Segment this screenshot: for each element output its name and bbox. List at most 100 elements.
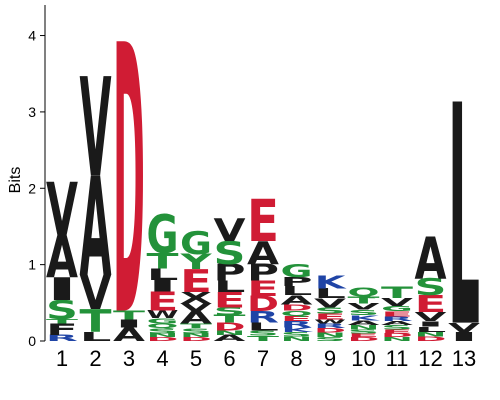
x-tick-label: 8 [290, 346, 302, 371]
logo-letter-L: L [314, 286, 346, 302]
logo-letter-A: A [281, 293, 313, 307]
logo-letter-R: R [314, 322, 346, 329]
logo-letter-L: L [448, 42, 480, 395]
logo-letter-V: V [80, 49, 112, 207]
x-tick-label: 5 [190, 346, 202, 371]
logo-letter-D: D [147, 336, 179, 342]
logo-letter-A: A [214, 333, 246, 343]
logo-letter-S: S [348, 329, 380, 335]
logo-letter-V: V [314, 296, 346, 310]
y-tick-label: 1 [28, 257, 36, 273]
logo-letter-L: L [247, 321, 279, 333]
logo-letter-W: W [147, 309, 179, 321]
logo-letter-S: S [213, 305, 245, 317]
logo-letter-W: W [314, 319, 346, 325]
x-tick-label: 4 [156, 346, 168, 371]
logo-letter-L: L [80, 329, 112, 344]
position-stack-13: IVL [448, 42, 480, 395]
logo-letter-E: E [381, 310, 413, 319]
logo-letter-I: I [46, 271, 78, 307]
logo-letter-S: S [347, 308, 379, 317]
logo-letter-I: I [147, 277, 179, 295]
logo-letter-S: S [247, 329, 279, 338]
logo-letter-E: E [314, 312, 346, 322]
logo-letter-R: R [381, 315, 413, 322]
logo-letter-V: V [415, 310, 447, 324]
logo-letter-Q: Q [348, 285, 380, 300]
logo-letter-A: A [247, 235, 280, 272]
logo-letter-A: A [46, 224, 78, 291]
logo-letter-S: S [415, 274, 447, 301]
logo-letter-V: V [448, 321, 480, 335]
logo-letter-G: G [381, 304, 413, 313]
y-tick-label: 0 [28, 333, 36, 349]
logo-letter-D: D [381, 332, 413, 338]
logo-letter-A: A [113, 323, 145, 345]
x-tick-label: 2 [89, 346, 101, 371]
logo-letter-T: T [348, 295, 380, 306]
logo-letter-T: T [247, 334, 279, 343]
y-tick-label: 4 [28, 28, 36, 44]
logo-letter-A: A [180, 309, 213, 328]
logo-letter-V: V [180, 302, 213, 314]
logo-letter-Y: Y [179, 250, 212, 274]
logo-letter-E: E [415, 291, 447, 318]
logo-letter-L: L [147, 265, 179, 284]
logo-letter-D: D [314, 327, 346, 335]
x-axis: 1 2 3 4 5 6 7 8 9 10 11 12 13 [56, 346, 476, 371]
y-axis-label: Bits [7, 167, 24, 194]
x-tick-label: 10 [351, 346, 375, 371]
logo-letter-S: S [314, 336, 346, 342]
logo-letter-L: L [415, 325, 447, 333]
logo-letter-D: D [281, 303, 313, 313]
logo-letter-X: X [180, 290, 212, 308]
logo-letter-K: K [348, 314, 380, 323]
logo-letter-R: R [46, 333, 78, 343]
logo-letter-S: S [280, 331, 312, 338]
logo-letter-S: S [46, 294, 78, 325]
logo-letter-Q: Q [281, 309, 313, 317]
logo-letter-E: E [381, 328, 413, 334]
logo-letter-N: N [348, 324, 380, 331]
x-tick-label: 7 [257, 346, 269, 371]
logo-letter-K: K [281, 326, 313, 333]
logo-letter-T: T [80, 304, 112, 340]
logo-letter-D: D [348, 336, 380, 342]
y-tick-label: 3 [28, 104, 36, 120]
logo-letter-T: T [214, 313, 246, 325]
x-tick-label: 6 [223, 346, 235, 371]
logo-letter-F: F [46, 321, 78, 339]
logo-letter-D: D [113, 0, 145, 398]
x-tick-label: 1 [56, 346, 68, 371]
logo-letter-I: I [448, 330, 480, 345]
logo-letter-V: V [381, 297, 414, 309]
logo-letter-V: V [46, 168, 78, 253]
logo-letter-I: I [113, 318, 145, 330]
x-tick-label: 13 [452, 346, 476, 371]
logo-letter-E: E [348, 332, 380, 338]
logo-letter-G: G [147, 204, 179, 265]
logo-letter-P: P [247, 260, 279, 286]
logo-letter-Q: Q [147, 322, 179, 329]
logo-letter-A: A [348, 319, 380, 326]
x-tick-label: 11 [386, 346, 409, 371]
logo-letter-A: A [415, 226, 447, 293]
logo-letter-N: N [381, 336, 413, 342]
logo-letter-S: S [180, 326, 212, 335]
x-tick-label: 3 [123, 346, 135, 371]
logo-letter-S: S [314, 306, 346, 316]
logo-letter-E: E [147, 286, 179, 316]
logo-letter-I: I [415, 320, 447, 329]
logo-letter-N: N [281, 336, 313, 343]
